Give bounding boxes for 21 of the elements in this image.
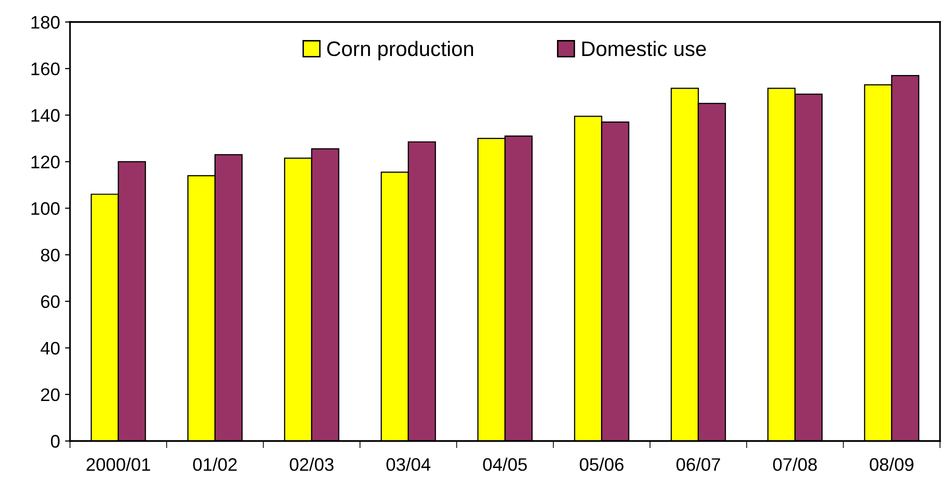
x-tick-label: 05/06	[580, 458, 624, 471]
legend-label: Corn production	[327, 40, 474, 60]
x-tick-label: 08/09	[870, 458, 914, 471]
y-tick-label: 60	[41, 295, 60, 308]
x-tick-label: 02/03	[290, 458, 334, 471]
x-tick-label: 03/04	[386, 458, 430, 471]
y-tick-label: 140	[32, 109, 60, 122]
y-tick-label: 0	[50, 434, 60, 448]
y-tick-label: 120	[32, 156, 60, 168]
x-tick-label: 06/07	[676, 458, 720, 471]
y-tick-label: 100	[32, 202, 60, 215]
legend-label: Domestic use	[582, 40, 706, 56]
y-tick-label: 40	[40, 342, 60, 355]
x-tick-label: 04/05	[483, 458, 527, 471]
x-tick-label: 2000/01	[86, 458, 150, 471]
y-tick-label: 160	[32, 62, 60, 76]
x-tick-label: 01/02	[193, 458, 237, 471]
x-tick-label: 07/08	[773, 458, 817, 471]
y-tick-label: 80	[40, 248, 60, 262]
y-tick-label: 180	[32, 16, 60, 29]
y-tick-label: 20	[41, 388, 60, 402]
